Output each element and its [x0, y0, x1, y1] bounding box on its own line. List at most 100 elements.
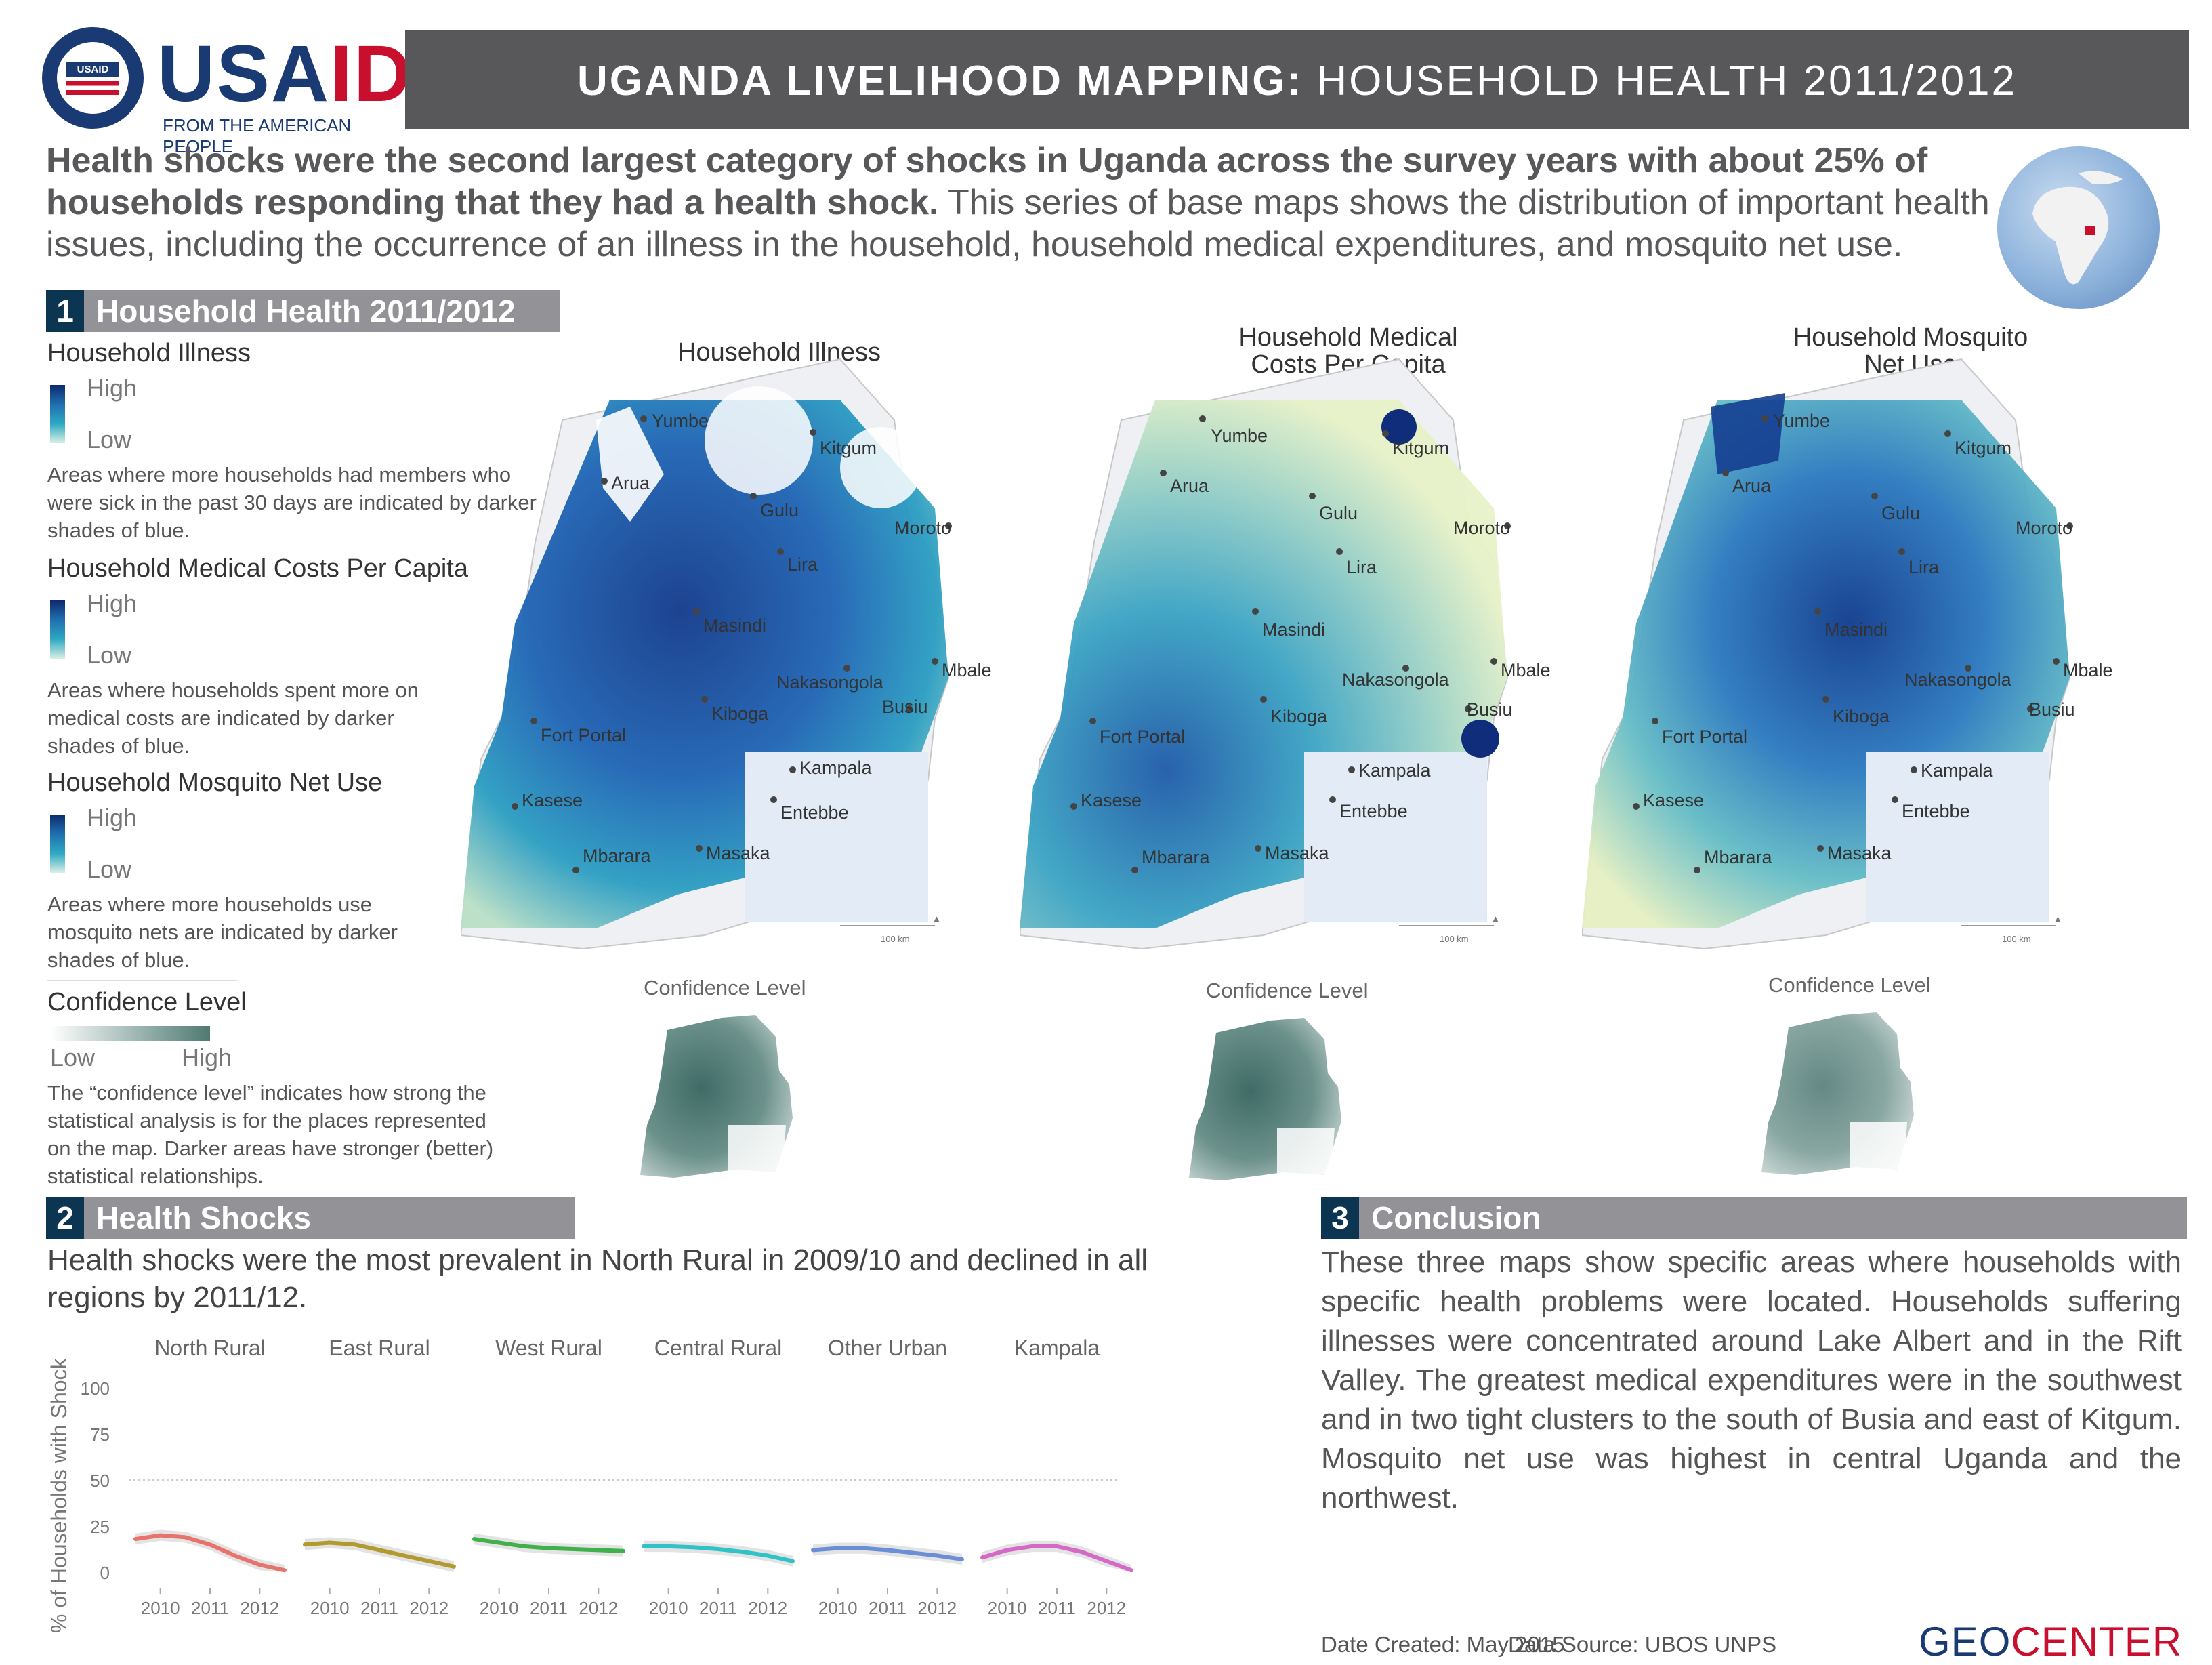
x-tick-label: 2010	[649, 1598, 688, 1618]
map1-city-kiboga: Kiboga	[711, 703, 769, 724]
series-line	[642, 1544, 795, 1563]
confidence-high: High	[182, 1044, 232, 1071]
series-line	[472, 1537, 625, 1553]
map3-confidence-title: Confidence Level	[1768, 973, 1931, 997]
confidence-ramp	[50, 1026, 210, 1041]
chart-y-ticks: 0 25 50 75 100	[81, 1378, 110, 1583]
map1-scale-label: 100 km	[881, 934, 910, 944]
map2-city-kitgum: Kitgum	[1392, 438, 1449, 458]
section3-number: 3	[1321, 1197, 1359, 1239]
page-title-rest: HOUSEHOLD HEALTH 2011/2012	[1303, 58, 2018, 104]
x-tick-label: 2012	[917, 1598, 957, 1618]
panel-title: West Rural	[495, 1336, 602, 1360]
map3-lake-victoria	[1866, 752, 2049, 922]
map1-city-kasese: Kasese	[522, 790, 583, 810]
map1-city-fortportal: Fort Portal	[541, 725, 626, 745]
panel-west-rural: West Rural 2010 2011 2012	[472, 1336, 625, 1618]
map1-confidence-lake	[728, 1125, 786, 1172]
panel-east-rural: East Rural 2010 2011 2012	[303, 1336, 456, 1618]
africa-shape	[2032, 186, 2109, 285]
legend-costs-high: High	[87, 590, 138, 617]
conclusion-text: These three maps show specific areas whe…	[1321, 1246, 2182, 1515]
map1-city-gulu: Gulu	[760, 500, 799, 520]
map2-title: Household Medical Costs Per Capita	[1179, 324, 1518, 378]
map3-city-entebbe: Entebbe	[1902, 801, 1970, 821]
panel-title: East Rural	[329, 1336, 430, 1360]
geocenter-center: CENTER	[2011, 1619, 2183, 1664]
x-tick-label: 2010	[988, 1598, 1027, 1618]
map3-city-moroto: Moroto	[2016, 518, 2072, 538]
section3-header: 3 Conclusion	[1321, 1197, 2187, 1239]
legend-divider	[47, 980, 237, 981]
map3-city-arua: Arua	[1732, 476, 1772, 496]
section2-header: 2 Health Shocks	[46, 1197, 575, 1239]
map2-city-masaka: Masaka	[1265, 843, 1330, 863]
series-band	[813, 1542, 962, 1565]
map1-illness: Yumbe Kitgum Arua Gulu Moroto Lira Masin…	[461, 358, 992, 950]
section1-label: Household Health 2011/2012	[96, 293, 516, 329]
x-tick-label: 2011	[1038, 1598, 1076, 1618]
map1-city-mbarara: Mbarara	[583, 846, 652, 866]
map1-city-busiu: Busiu	[882, 697, 928, 717]
intro-bold: Health shocks were the second largest ca…	[46, 141, 1928, 222]
legend-costs-title: Household Medical Costs Per Capita	[47, 554, 468, 583]
x-tick-label: 2011	[869, 1598, 906, 1618]
legend-nets-desc: Areas where more households use mosquito…	[47, 892, 398, 972]
map1-nodata-patch	[596, 407, 664, 522]
chart-panels: North Rural 2010 2011 2012 East Rural 2010 201…	[133, 1336, 1133, 1618]
wordmark-blue: USA	[157, 29, 331, 119]
series-line	[303, 1540, 456, 1569]
section1-header: 1 Household Health 2011/2012	[46, 290, 560, 332]
map2-confidence-map	[1189, 1018, 1341, 1180]
footer-date: Date Created: May 2015	[1321, 1632, 1565, 1657]
map1-city-nakasongola: Nakasongola	[776, 672, 884, 693]
map3-city-mbale: Mbale	[2063, 660, 2113, 680]
panel-title: Kampala	[1014, 1336, 1100, 1360]
y-tick-label: 100	[81, 1378, 110, 1399]
usaid-logo: USAID USAID FROM THE AMERICAN PEOPLE	[42, 27, 411, 157]
x-tick-label: 2010	[480, 1598, 519, 1618]
series-band	[474, 1533, 623, 1557]
map2-lake-victoria	[1304, 752, 1487, 922]
x-tick-label: 2012	[409, 1598, 448, 1618]
map1-city-entebbe: Entebbe	[780, 802, 849, 823]
map1-city-mbale: Mbale	[942, 660, 992, 680]
panel-kampala: Kampala 2010 2011 2012	[980, 1336, 1133, 1618]
x-tick-label: 2012	[240, 1598, 279, 1618]
x-tick-label: 2012	[579, 1598, 618, 1618]
map2-title-line1: Household Medical	[1238, 323, 1458, 352]
logo-tagline: FROM THE AMERICAN PEOPLE	[163, 115, 352, 157]
x-tick-label: 2010	[818, 1598, 858, 1618]
seal-stripes-icon	[66, 81, 119, 95]
map3-confidence-map	[1761, 1012, 1914, 1175]
map3-confidence-lake	[1850, 1122, 1907, 1170]
map2-city-fortportal: Fort Portal	[1100, 726, 1185, 747]
map1-city-arua: Arua	[611, 473, 650, 493]
map3-city-busiu: Busiu	[2029, 699, 2075, 720]
map2-cluster-kitgum	[1381, 409, 1417, 445]
page-title: UGANDA LIVELIHOOD MAPPING: HOUSEHOLD HEA…	[405, 57, 2189, 105]
panel-central-rural: Central Rural 2010 2011 2012	[642, 1336, 795, 1618]
panel-title: Other Urban	[828, 1336, 947, 1360]
legend-nets-low: Low	[87, 855, 132, 883]
map1-cities: Yumbe Kitgum Arua Gulu Moroto Lira Masin…	[512, 411, 992, 873]
series-line	[811, 1546, 964, 1561]
x-tick-label: 2011	[360, 1598, 398, 1618]
map3-city-gulu: Gulu	[1881, 503, 1920, 523]
map2-city-arua: Arua	[1170, 476, 1209, 496]
panel-other-urban: Other Urban 2010 2011 2012	[811, 1336, 964, 1618]
map2-cluster-busia	[1461, 720, 1499, 758]
health-shocks-chart: % of Households with Shock 0 25 50 75 100 No…	[47, 1336, 1133, 1633]
map3-north-arrow: ▲	[2053, 913, 2062, 924]
x-tick-label: 2010	[310, 1598, 350, 1618]
geocenter-geo: GEO	[1919, 1619, 2011, 1664]
map3-city-fortportal: Fort Portal	[1662, 726, 1747, 747]
map3-city-lira: Lira	[1908, 557, 1940, 577]
section2-desc: Health shocks were the most prevalent in…	[47, 1243, 1148, 1314]
y-tick-label: 25	[90, 1517, 110, 1537]
chart-y-label: % of Households with Shock	[47, 1357, 71, 1633]
map3-city-mbarara: Mbarara	[1704, 847, 1773, 867]
map2-city-lira: Lira	[1346, 557, 1377, 577]
legend-illness-desc: Areas where more households had members …	[47, 463, 537, 542]
legend-illness-low: Low	[87, 426, 132, 453]
